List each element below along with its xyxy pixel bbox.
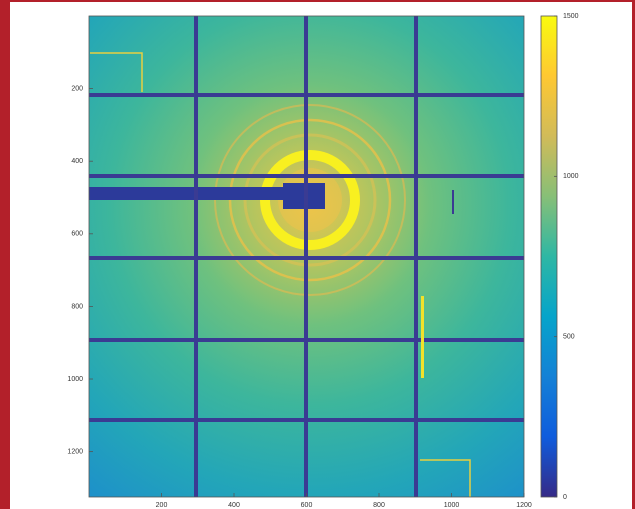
colorbar-tick-label: 500: [563, 334, 575, 341]
y-tick-label: 600: [71, 231, 83, 238]
x-tick-label: 1200: [516, 502, 532, 509]
x-tick-label: 1000: [444, 502, 460, 509]
detector-gaps: [89, 16, 524, 497]
colorbar: [540, 15, 558, 498]
detector-image: [88, 15, 525, 498]
gap: [89, 174, 524, 178]
left-border: [0, 0, 10, 509]
corner-marker: [90, 52, 143, 92]
colorbar-tick-label: 1000: [563, 173, 579, 180]
colorbar-tick-label: 0: [563, 494, 567, 501]
colorbar-tick-label: 1500: [563, 13, 579, 20]
x-tick-label: 200: [156, 502, 168, 509]
gap: [89, 93, 524, 97]
beam-stop-arm: [89, 187, 294, 200]
dead-pixels: [452, 190, 454, 214]
gap: [89, 418, 524, 422]
y-tick-label: 1000: [67, 376, 83, 383]
corner-marker: [420, 459, 471, 497]
y-tick-label: 400: [71, 158, 83, 165]
gap: [89, 338, 524, 342]
x-tick-label: 800: [373, 502, 385, 509]
right-border: [632, 0, 635, 509]
y-tick-label: 800: [71, 303, 83, 310]
x-tick-label: 400: [228, 502, 240, 509]
hot-pixels: [421, 296, 424, 378]
y-tick-label: 200: [71, 85, 83, 92]
top-border: [0, 0, 635, 2]
gap: [89, 256, 524, 260]
x-tick-label: 600: [301, 502, 313, 509]
y-tick-label: 1200: [67, 448, 83, 455]
